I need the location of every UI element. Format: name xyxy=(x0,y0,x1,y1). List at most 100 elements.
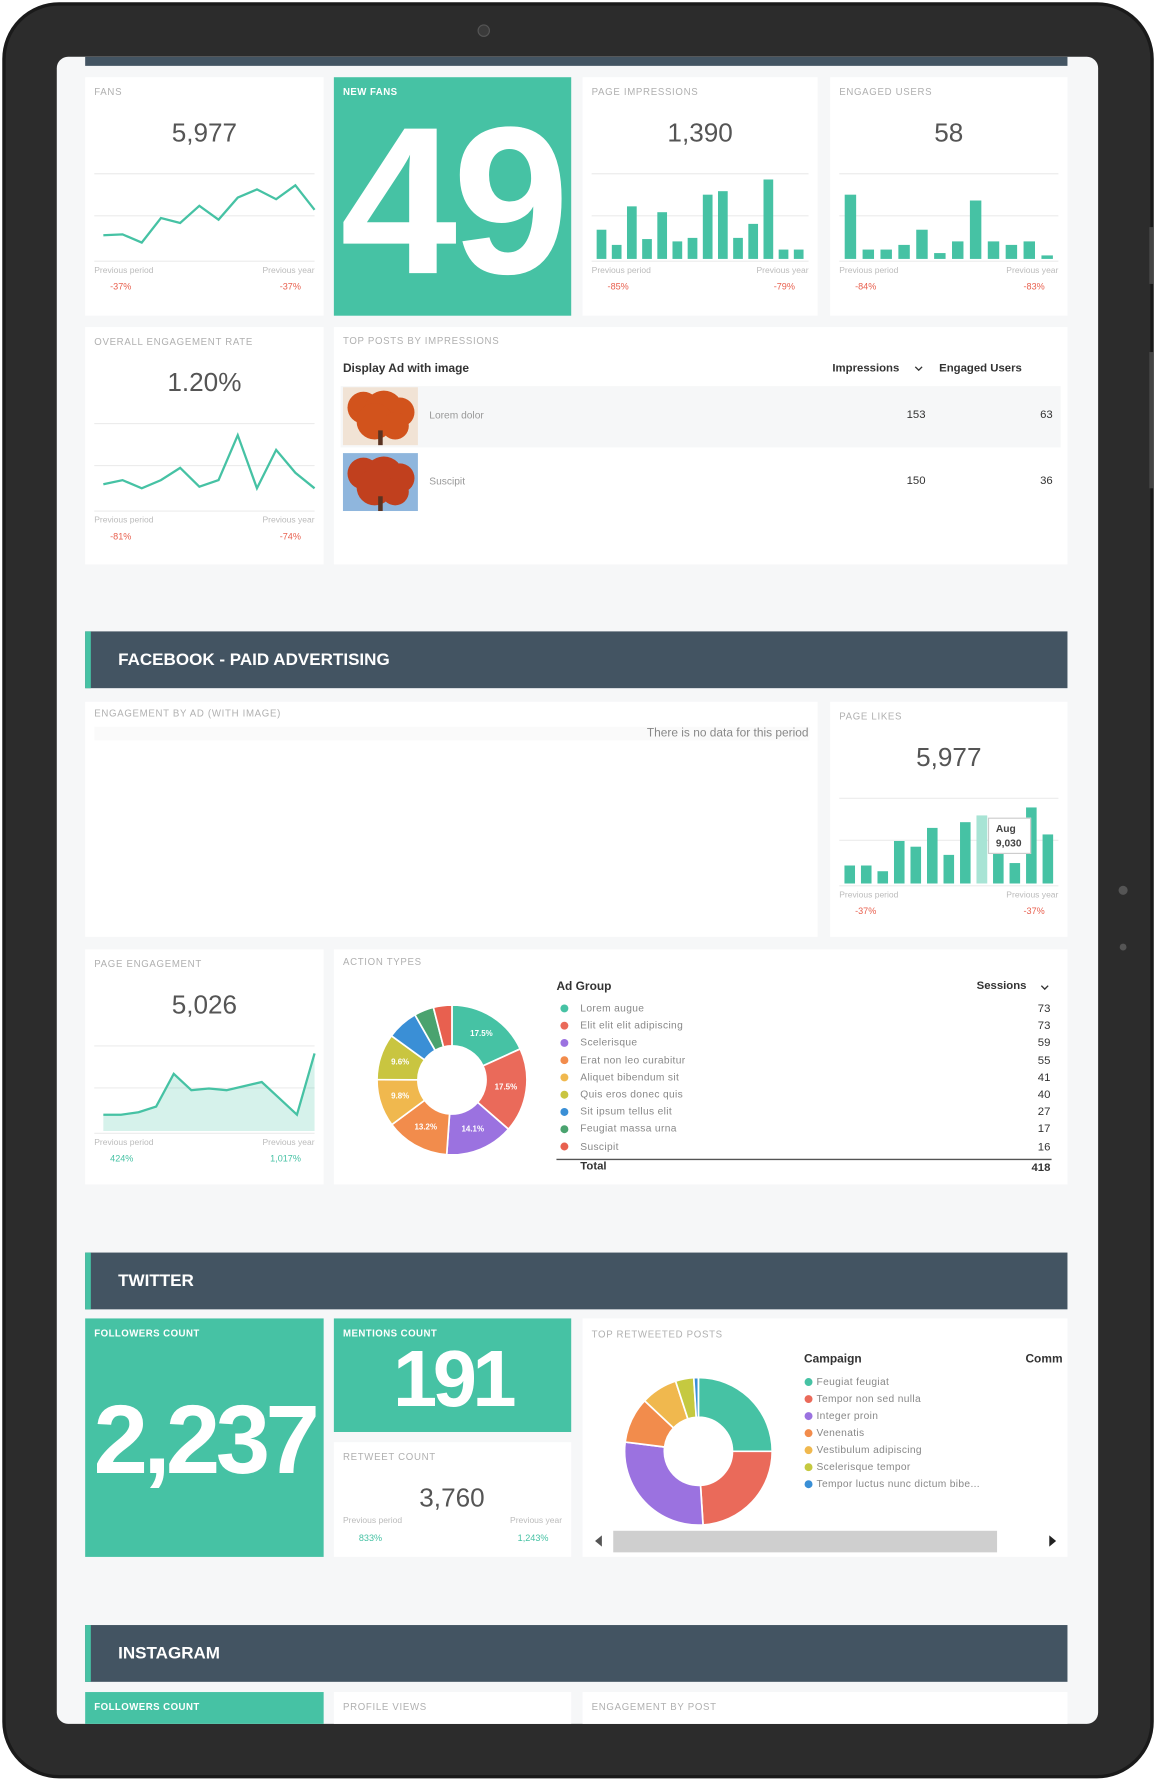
scroll-left[interactable] xyxy=(595,1535,602,1547)
legend-dot xyxy=(560,1073,569,1082)
bar xyxy=(969,200,982,259)
post-name: Suscipit xyxy=(429,475,466,487)
cell: 59 xyxy=(1037,1037,1051,1050)
legend-label: Vestibulum adipiscing xyxy=(816,1443,922,1456)
bar xyxy=(793,249,804,259)
section-title: TWITTER xyxy=(118,1271,194,1291)
kpi-card xyxy=(85,327,324,565)
legend-dot xyxy=(804,1378,813,1386)
kpi-card xyxy=(830,77,1068,316)
section-header xyxy=(85,631,1068,689)
legend-dot xyxy=(560,1021,569,1030)
column-header: Engaged Users xyxy=(939,362,1022,375)
kpi-value: 191 xyxy=(393,1334,517,1423)
cell: 150 xyxy=(906,474,926,488)
footer-label: Previous year xyxy=(262,1137,315,1148)
bar xyxy=(672,241,683,259)
cell: 55 xyxy=(1037,1054,1051,1068)
legend-dot xyxy=(560,1004,569,1013)
legend-label: Aliquet bibendum sit xyxy=(580,1071,680,1083)
footer-value: -79% xyxy=(773,281,795,292)
table-row xyxy=(340,386,1061,448)
kpi-title: PAGE IMPRESSIONS xyxy=(591,86,699,98)
legend-dot xyxy=(804,1429,813,1438)
legend-dot xyxy=(804,1395,813,1404)
card-title: ENGAGEMENT BY AD (WITH IMAGE) xyxy=(94,707,281,719)
bar xyxy=(1005,244,1018,259)
bar xyxy=(844,194,857,259)
slice-label: 13.2% xyxy=(414,1123,438,1132)
cell: 41 xyxy=(1037,1071,1051,1085)
camera xyxy=(477,24,491,37)
footer-label: Previous year xyxy=(262,514,315,525)
donut-slice xyxy=(692,1376,700,1419)
cell: 73 xyxy=(1037,1002,1051,1016)
legend-dot xyxy=(560,1125,569,1134)
footer-label: Previous year xyxy=(1006,889,1059,900)
empty-band xyxy=(94,726,810,741)
footer-label: Previous period xyxy=(342,1515,403,1526)
kpi-value: 1.20% xyxy=(167,367,242,397)
kpi-title: ENGAGED USERS xyxy=(839,86,933,98)
slice-label: 17.5% xyxy=(470,1030,493,1039)
legend-label: Quis eros donec quis xyxy=(580,1088,684,1100)
empty-message: There is no data for this period xyxy=(646,726,809,741)
tooltip-value: 9,030 xyxy=(995,837,1022,849)
legend-label: Feugiat massa urna xyxy=(580,1122,677,1135)
bar xyxy=(1026,807,1037,884)
kpi-card xyxy=(582,77,818,316)
kpi-card xyxy=(85,77,324,316)
bar xyxy=(952,241,964,259)
footer-label: Previous year xyxy=(510,1515,563,1526)
tooltip-label: Aug xyxy=(995,822,1016,835)
footer-label: Previous year xyxy=(1006,264,1059,276)
footer-label: Previous period xyxy=(94,514,154,525)
screen: FANS 5,977 Previous period Previous year -37… xyxy=(56,56,1099,1724)
bar xyxy=(862,249,875,259)
footer-value: 424% xyxy=(110,1153,134,1164)
scroll-thumb[interactable] xyxy=(613,1530,998,1553)
footer-label: Previous period xyxy=(94,1137,154,1148)
cell: 36 xyxy=(1040,474,1053,488)
bar xyxy=(596,229,607,259)
card-title: ENGAGEMENT BY POST xyxy=(591,1700,717,1713)
kpi-title: FOLLOWERS COUNT xyxy=(94,1327,200,1339)
highlight-card xyxy=(333,1318,572,1432)
scroll-right[interactable] xyxy=(1049,1535,1057,1547)
bar xyxy=(987,241,1000,259)
footer-label: Previous period xyxy=(591,264,651,276)
kpi-value: 3,760 xyxy=(419,1482,485,1513)
column-header: Sessions xyxy=(976,980,1027,993)
footer-value: -84% xyxy=(855,281,877,292)
bar xyxy=(844,865,856,884)
bar xyxy=(898,244,910,259)
kpi-title: FANS xyxy=(94,86,123,98)
cell: 27 xyxy=(1037,1106,1051,1119)
area xyxy=(103,1053,315,1132)
sort-chevron xyxy=(914,366,923,372)
column-header: Impressions xyxy=(832,362,900,375)
footer-label: Previous period xyxy=(839,889,899,900)
footer-label: Previous period xyxy=(94,264,154,276)
kpi-card xyxy=(85,949,324,1185)
cell: 40 xyxy=(1037,1089,1051,1102)
sort-chevron xyxy=(1040,985,1049,991)
legend-label: Scelerisque tempor xyxy=(816,1460,911,1473)
footer-value: 1,017% xyxy=(270,1153,301,1164)
line xyxy=(103,432,316,492)
bar xyxy=(733,237,743,259)
legend-label: Elit elit elit adipiscing xyxy=(580,1019,684,1031)
post-image-foliage xyxy=(381,412,409,440)
legend-dot xyxy=(804,1446,813,1455)
top-strip xyxy=(85,56,1068,66)
kpi-value: 5,026 xyxy=(171,989,238,1020)
post-image-trunk xyxy=(378,496,383,512)
bar xyxy=(1042,834,1054,884)
legend-dot xyxy=(560,1142,569,1151)
sensor xyxy=(1119,943,1127,951)
side-button xyxy=(1149,352,1154,489)
card-title: ACTION TYPES xyxy=(342,955,422,968)
column-header: Display Ad with image xyxy=(342,361,470,376)
